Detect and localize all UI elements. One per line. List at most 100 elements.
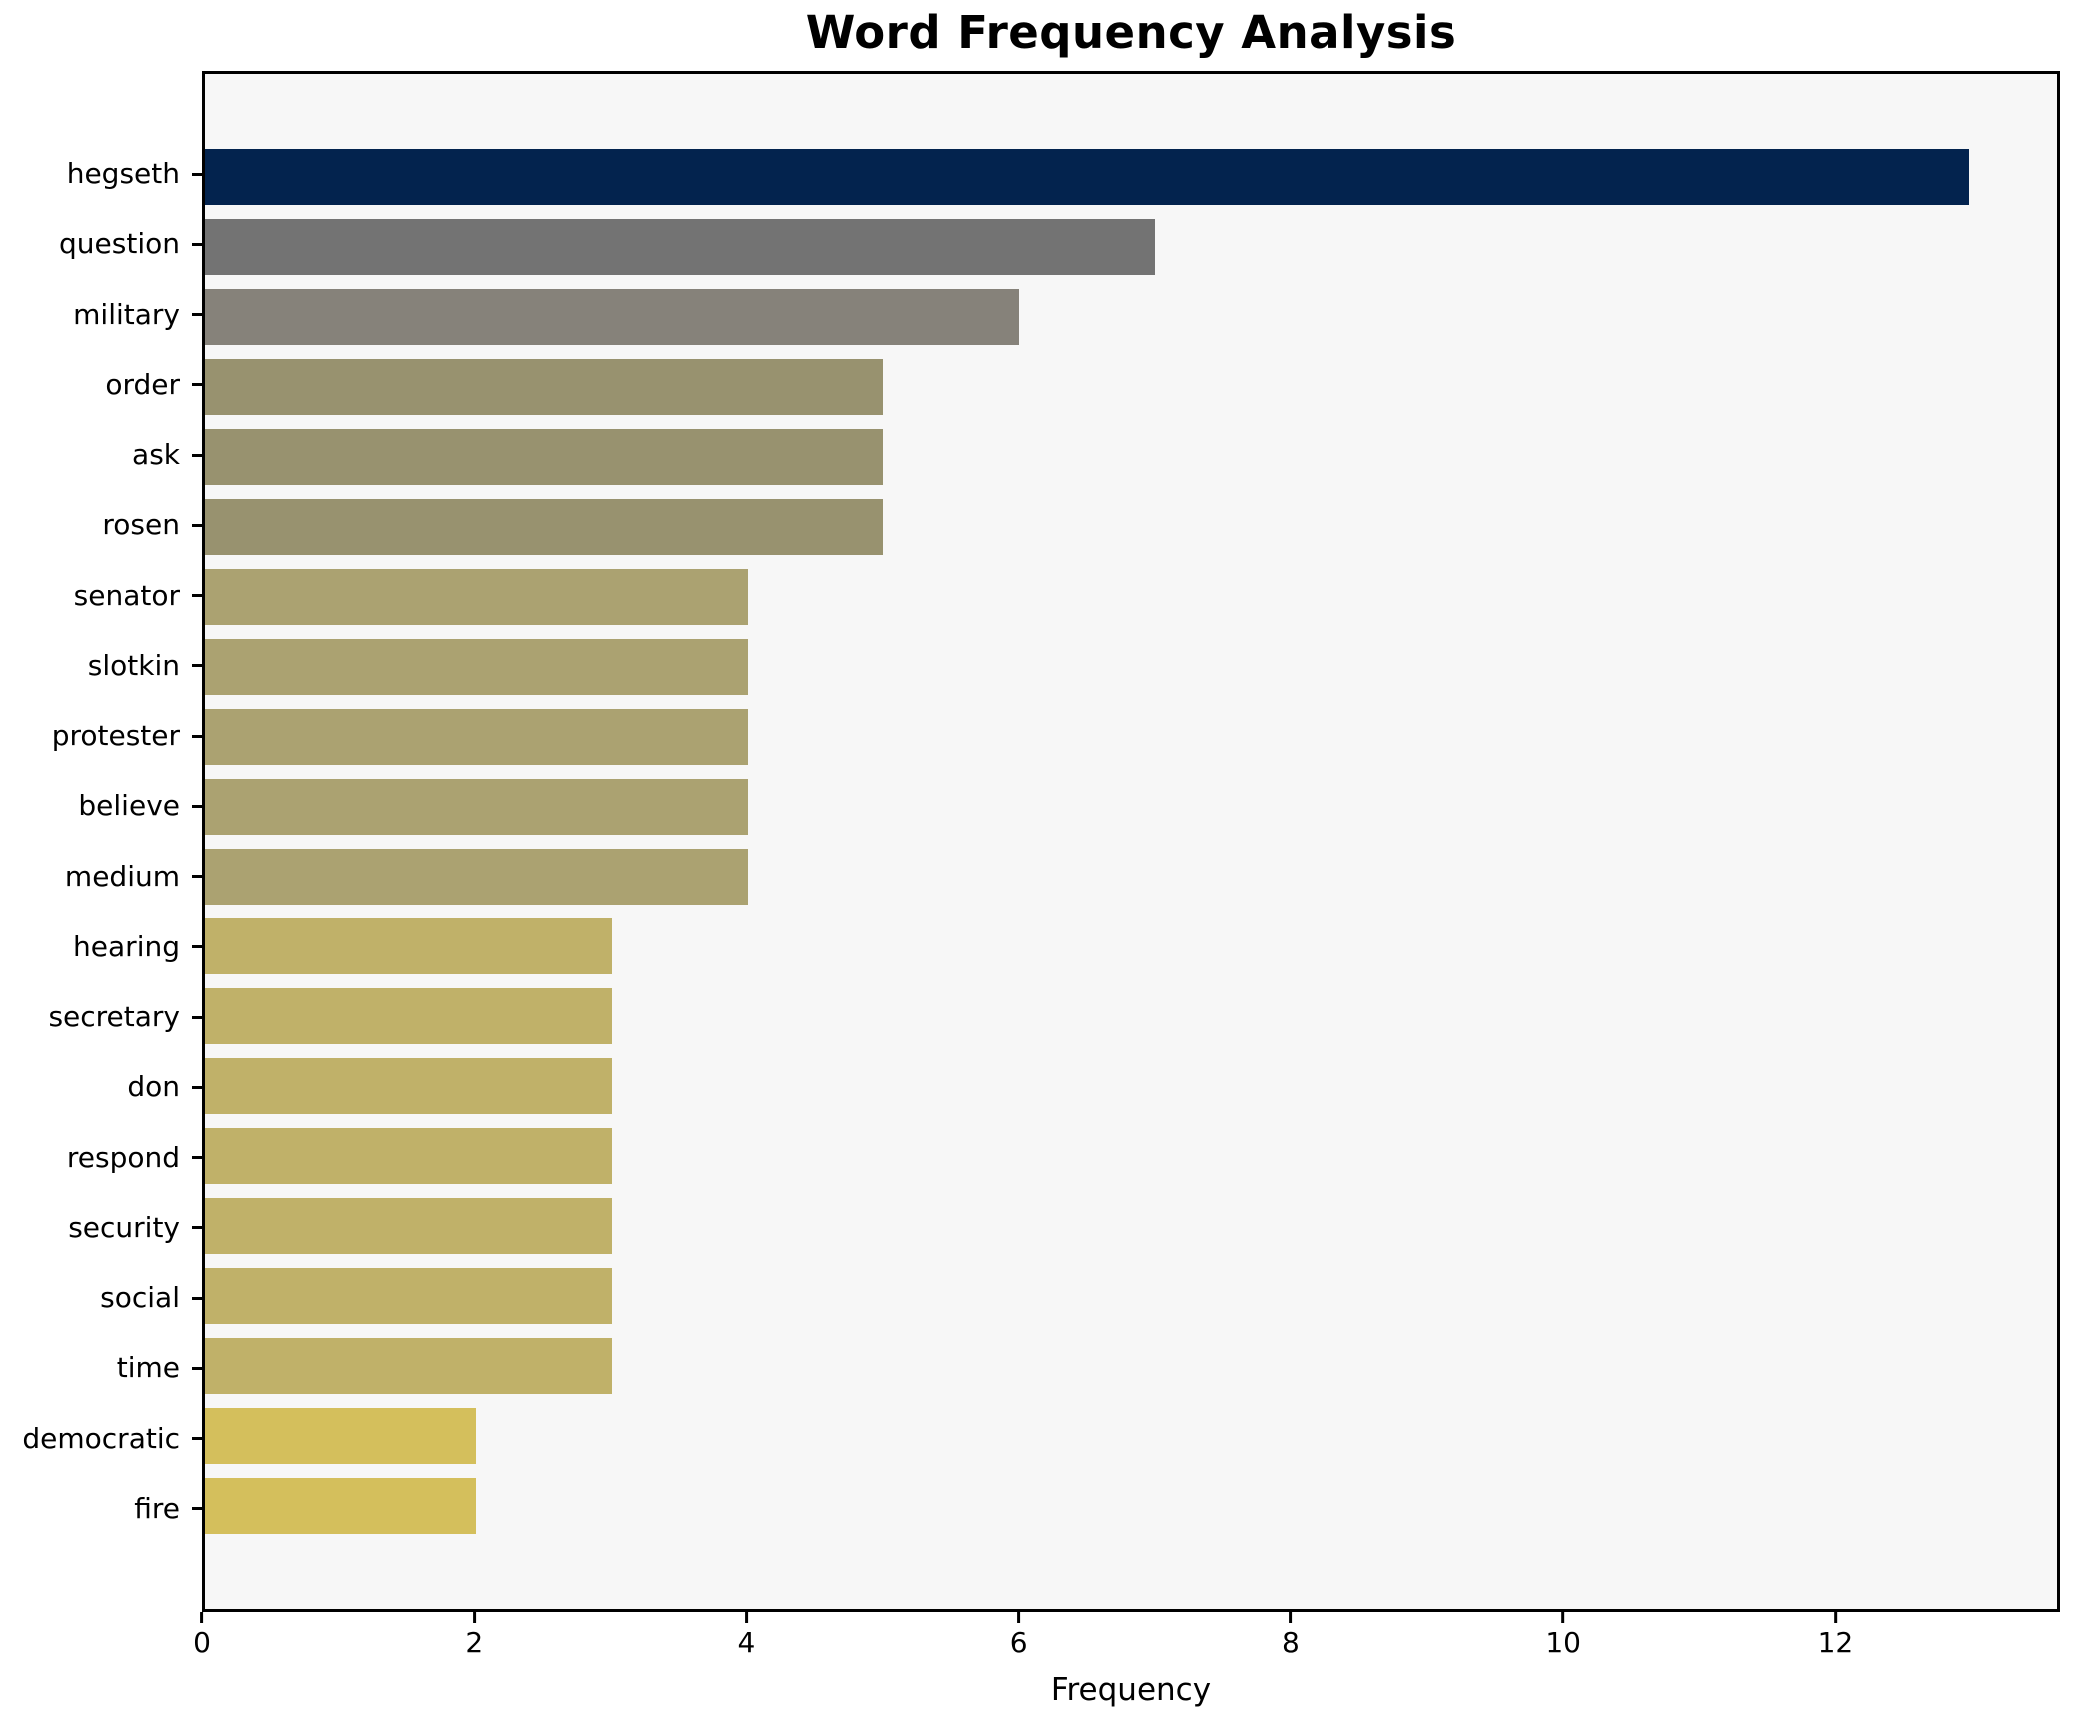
bar-row [205,1121,2057,1191]
x-tick-mark [1017,1612,1021,1623]
x-axis-title: Frequency [1050,1672,1212,1708]
y-tick-row: believe [0,771,202,841]
y-tick-mark [192,383,202,387]
bar-row [205,1191,2057,1261]
y-tick-row: question [0,209,202,279]
x-tick: 8 [1282,1612,1300,1657]
x-tick-mark [744,1612,748,1623]
y-tick-mark [192,1226,202,1230]
y-tick-mark [192,523,202,527]
x-tick: 10 [1545,1612,1581,1657]
y-axis-label: military [73,297,180,331]
y-axis-label: fire [134,1491,180,1525]
y-tick-row: hegseth [0,139,202,209]
x-tick-label: 8 [1282,1626,1300,1659]
y-tick-mark [192,313,202,317]
bar-question [205,218,1155,275]
x-tick-mark [200,1612,204,1623]
y-tick-mark [192,242,202,246]
bar-respond [205,1128,613,1185]
y-tick-row: democratic [0,1404,202,1474]
bar-row [205,911,2057,981]
bar-row [205,562,2057,632]
y-tick-mark [192,945,202,949]
y-tick-mark [192,594,202,598]
y-tick-mark [192,453,202,457]
bar-protester [205,708,748,765]
x-tick: 0 [193,1612,211,1657]
bar-row [205,352,2057,422]
y-tick-row: ask [0,420,202,490]
y-tick-row: secretary [0,982,202,1052]
bar-believe [205,778,748,835]
y-tick-mark [192,172,202,176]
bar-row [205,212,2057,282]
y-tick-row: military [0,280,202,350]
y-tick-row: protester [0,701,202,771]
bar-medium [205,848,748,905]
y-axis-label: senator [73,578,180,612]
y-axis-label: hegseth [66,157,180,191]
chart-title: Word Frequency Analysis [805,6,1457,59]
y-tick-row: order [0,350,202,420]
y-axis-label: ask [132,438,180,472]
y-axis-label: hearing [73,929,180,963]
y-tick-row: fire [0,1474,202,1544]
y-tick-mark [192,664,202,668]
y-axis-label: question [59,227,180,261]
y-tick-mark [192,804,202,808]
bar-don [205,1058,613,1115]
y-tick-mark [192,1507,202,1511]
y-axis-label: rosen [102,508,180,542]
bar-secretary [205,988,613,1045]
y-axis-label: slotkin [87,648,180,682]
plot-area [202,71,2060,1612]
bar-row [205,1471,2057,1541]
bar-social [205,1268,613,1325]
bar-series [205,74,2057,1609]
bar-slotkin [205,638,748,695]
bar-security [205,1198,613,1255]
bar-military [205,288,1020,345]
bar-row [205,1261,2057,1331]
y-tick-row: respond [0,1123,202,1193]
x-axis: 0 2 4 6 8 10 12 [193,1612,2060,1682]
x-tick-label: 2 [465,1626,484,1659]
bar-row [205,842,2057,912]
bar-hegseth [205,148,1969,205]
bar-fire [205,1478,477,1535]
x-tick-label: 4 [737,1626,756,1659]
y-tick-mark [192,734,202,738]
y-tick-row: slotkin [0,631,202,701]
x-tick-label: 0 [193,1626,211,1659]
y-tick-mark [192,875,202,879]
y-axis-label: democratic [22,1421,180,1455]
y-axis-label: respond [66,1140,180,1174]
y-axis-label: believe [78,789,180,823]
y-tick-mark [192,1366,202,1370]
bar-rosen [205,498,884,555]
bar-row [205,1331,2057,1401]
y-tick-row: rosen [0,490,202,560]
x-tick: 4 [737,1612,756,1659]
bar-row [205,702,2057,772]
y-tick-mark [192,1015,202,1019]
x-tick: 2 [465,1612,483,1657]
x-tick: 12 [1818,1612,1853,1657]
y-axis-label: protester [51,719,180,753]
y-tick-row: don [0,1052,202,1122]
y-tick-row: time [0,1333,202,1403]
y-tick-mark [192,1156,202,1160]
y-axis-label: don [127,1070,180,1104]
bar-hearing [205,918,613,975]
x-tick-label: 6 [1009,1626,1028,1659]
bar-time [205,1338,613,1395]
bar-senator [205,568,748,625]
y-tick-row: medium [0,842,202,912]
x-tick-mark [1833,1612,1837,1623]
y-tick-row: senator [0,561,202,631]
y-tick-row: hearing [0,912,202,982]
bar-democratic [205,1408,477,1465]
bar-row [205,1051,2057,1121]
